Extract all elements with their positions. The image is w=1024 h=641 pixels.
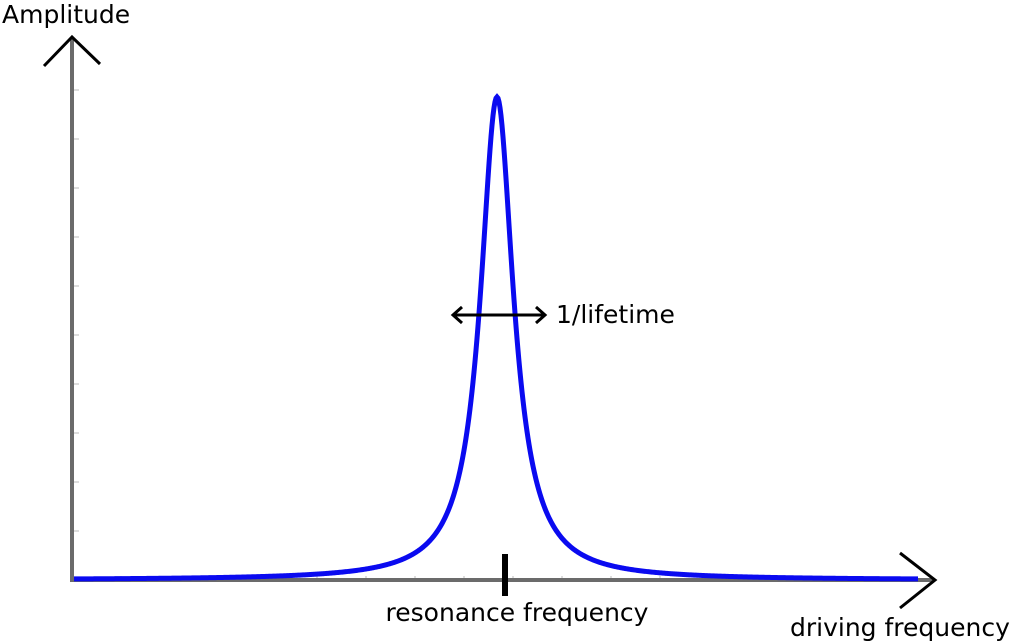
y-axis-arrowhead (42, 34, 102, 68)
width-label: 1/lifetime (556, 300, 675, 329)
x-axis-label: driving frequency (790, 613, 1010, 641)
y-axis-label: Amplitude (2, 0, 130, 29)
minor-ticks (74, 89, 857, 578)
width-arrow (450, 305, 548, 325)
x-axis-arrowhead (899, 551, 938, 610)
resonance-curve (74, 93, 918, 582)
resonance-label: resonance frequency (386, 598, 649, 627)
